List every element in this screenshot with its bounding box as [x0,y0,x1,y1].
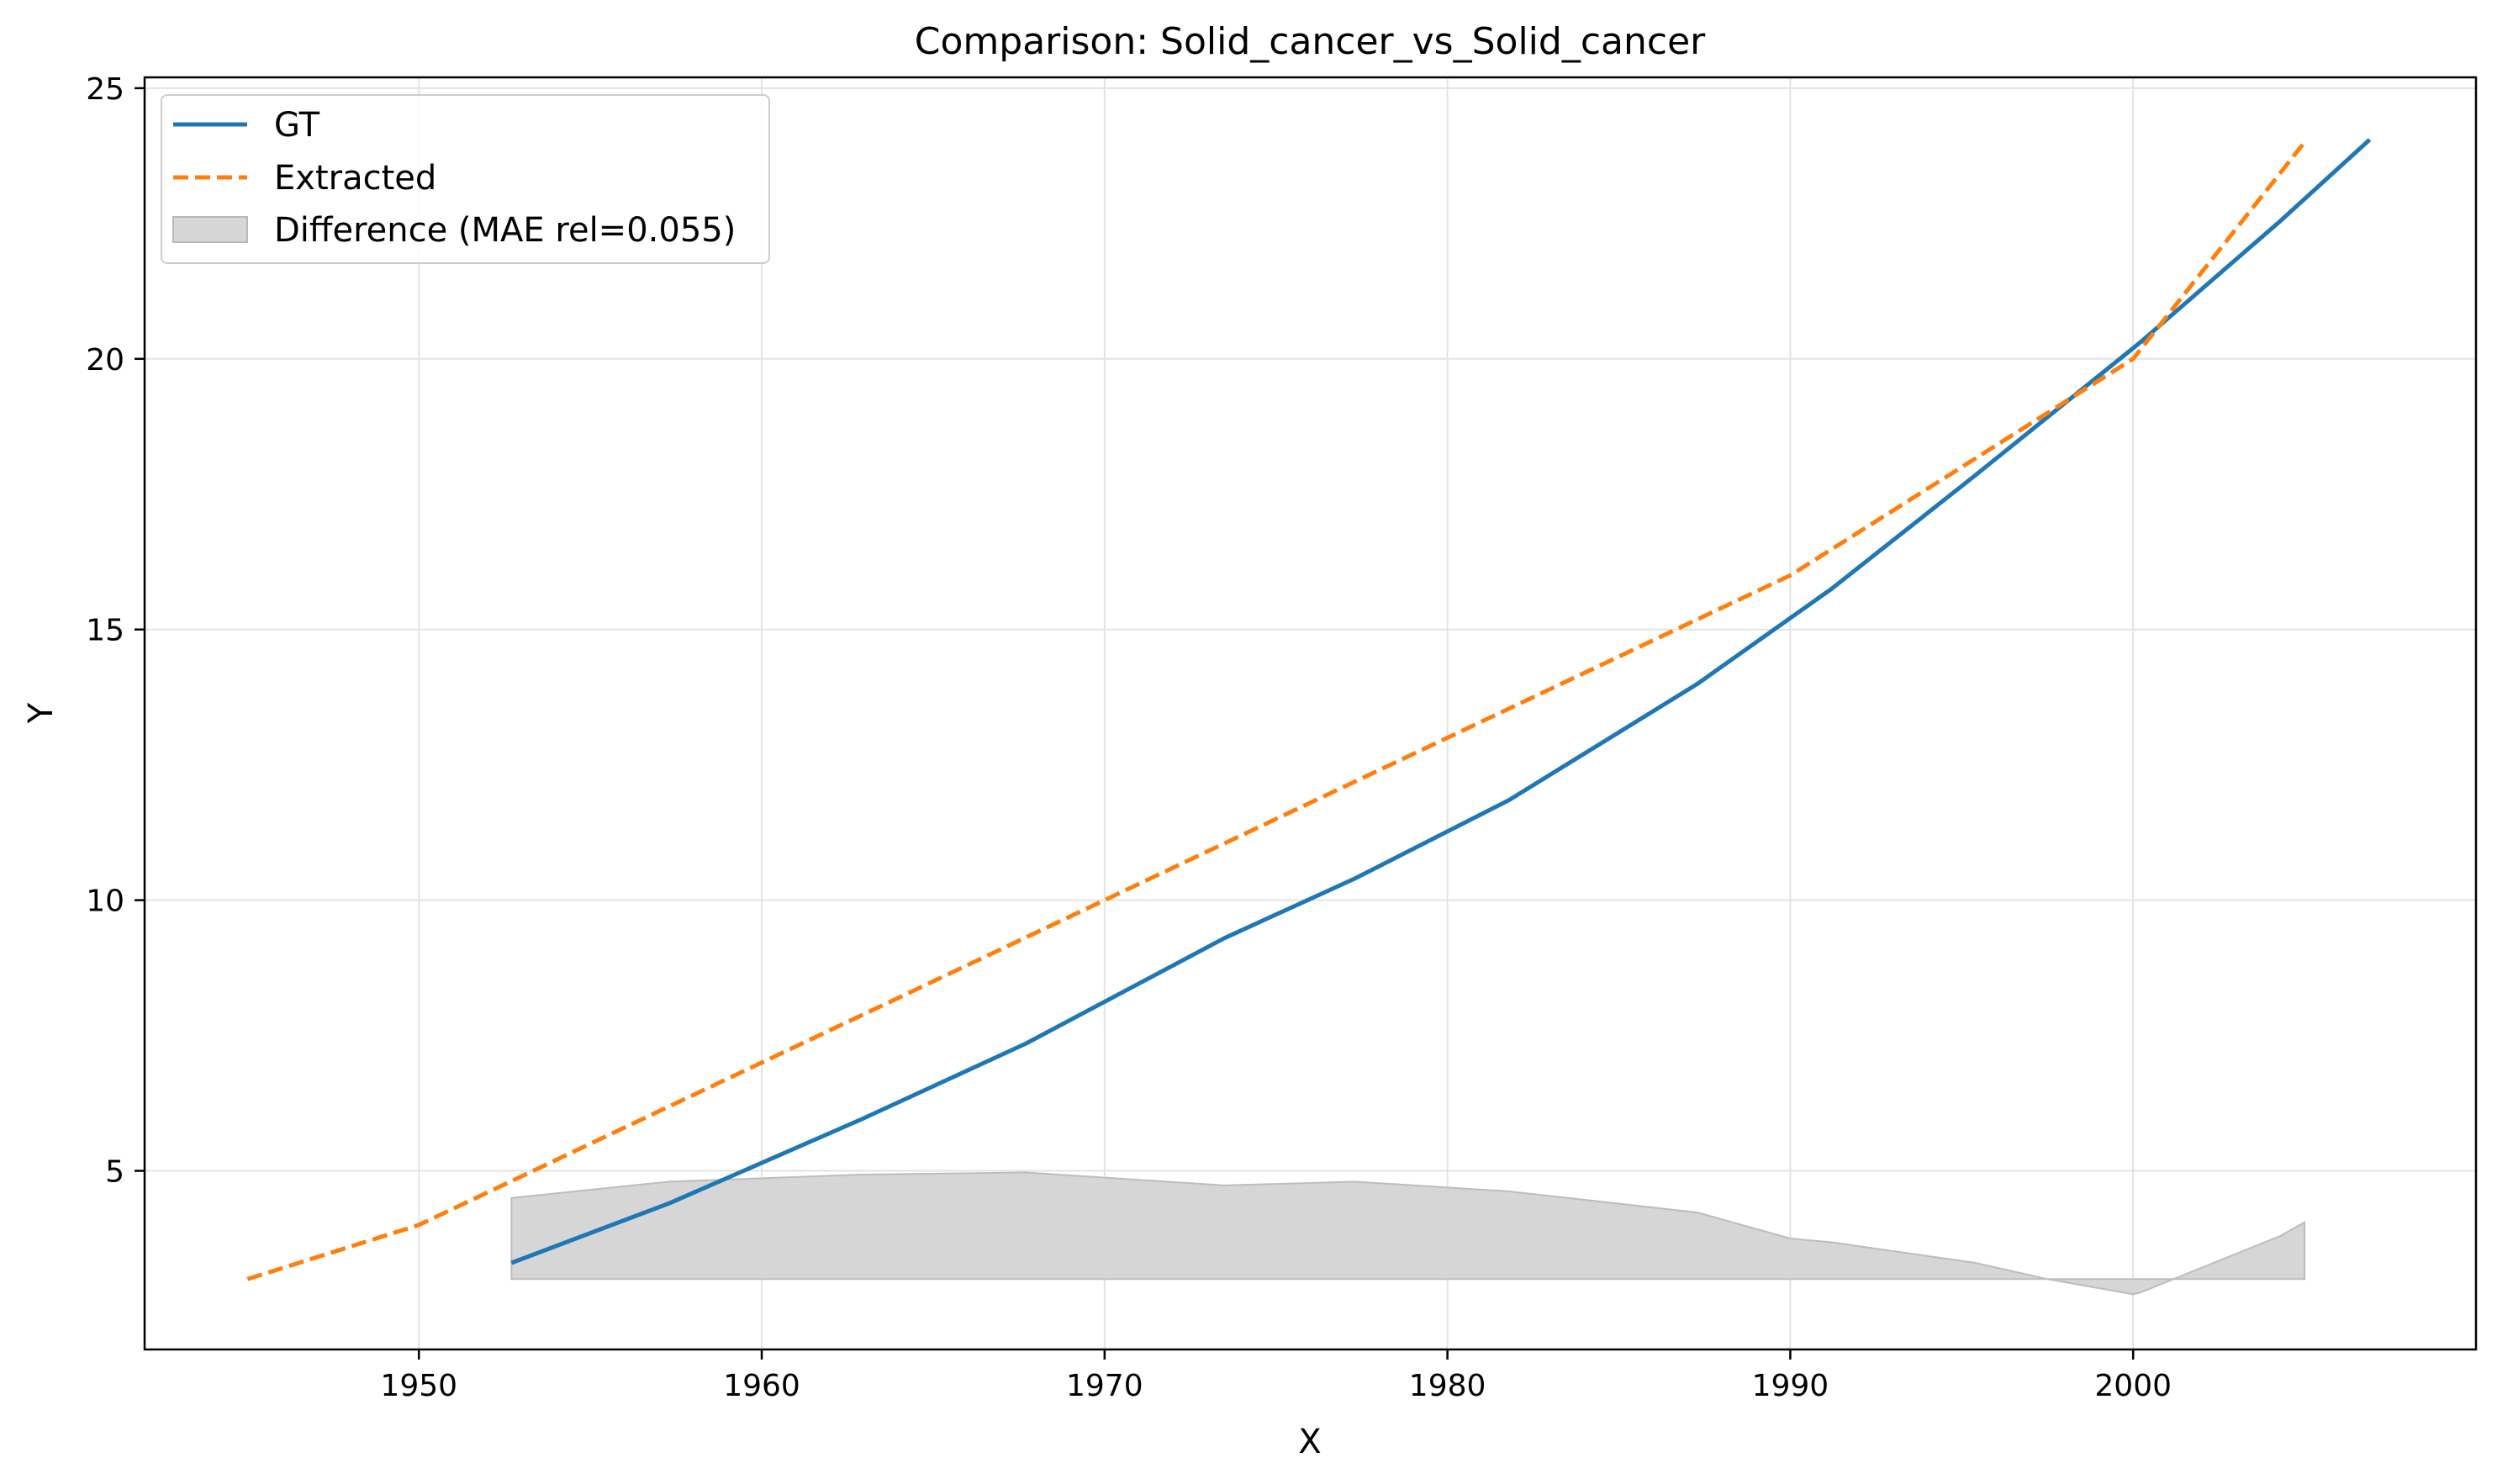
y-tick-label: 10 [86,885,124,919]
legend-label-gt: GT [274,106,320,145]
difference-area [510,1171,2306,1296]
y-tick-label: 20 [86,343,124,378]
x-tick-label: 1960 [723,1369,800,1403]
gt-line [510,138,2372,1265]
chart-title: Comparison: Solid_cancer_vs_Solid_cancer [915,20,1706,63]
legend-swatch-difference [172,216,248,243]
y-tick-label: 5 [105,1155,124,1190]
plot-frame [143,76,2478,1351]
y-axis: 5 10 15 20 25 [86,72,145,1190]
legend: GT Extracted Difference (MAE rel=0.055) [161,94,770,264]
plot-area [143,76,2478,1351]
x-axis: 1950 1960 1970 1980 1990 2000 [380,1349,2172,1403]
y-axis-label: Y [22,702,61,724]
grid-lines [145,77,2476,1349]
x-tick-label: 2000 [2094,1369,2172,1403]
difference-fill [510,1171,2306,1296]
plot-background [145,77,2476,1349]
y-tick-label: 25 [86,72,124,107]
x-tick-label: 1980 [1409,1369,1486,1403]
x-tick-label: 1970 [1066,1369,1143,1403]
legend-box [161,94,770,264]
legend-label-extracted: Extracted [274,159,436,198]
x-tick-label: 1990 [1752,1369,1829,1403]
extracted-line [246,140,2307,1281]
legend-label-difference: Difference (MAE rel=0.055) [274,211,736,250]
series-lines [246,138,2372,1281]
x-tick-label: 1950 [380,1369,457,1403]
x-axis-label: X [1298,1423,1321,1461]
y-tick-label: 15 [86,614,124,648]
